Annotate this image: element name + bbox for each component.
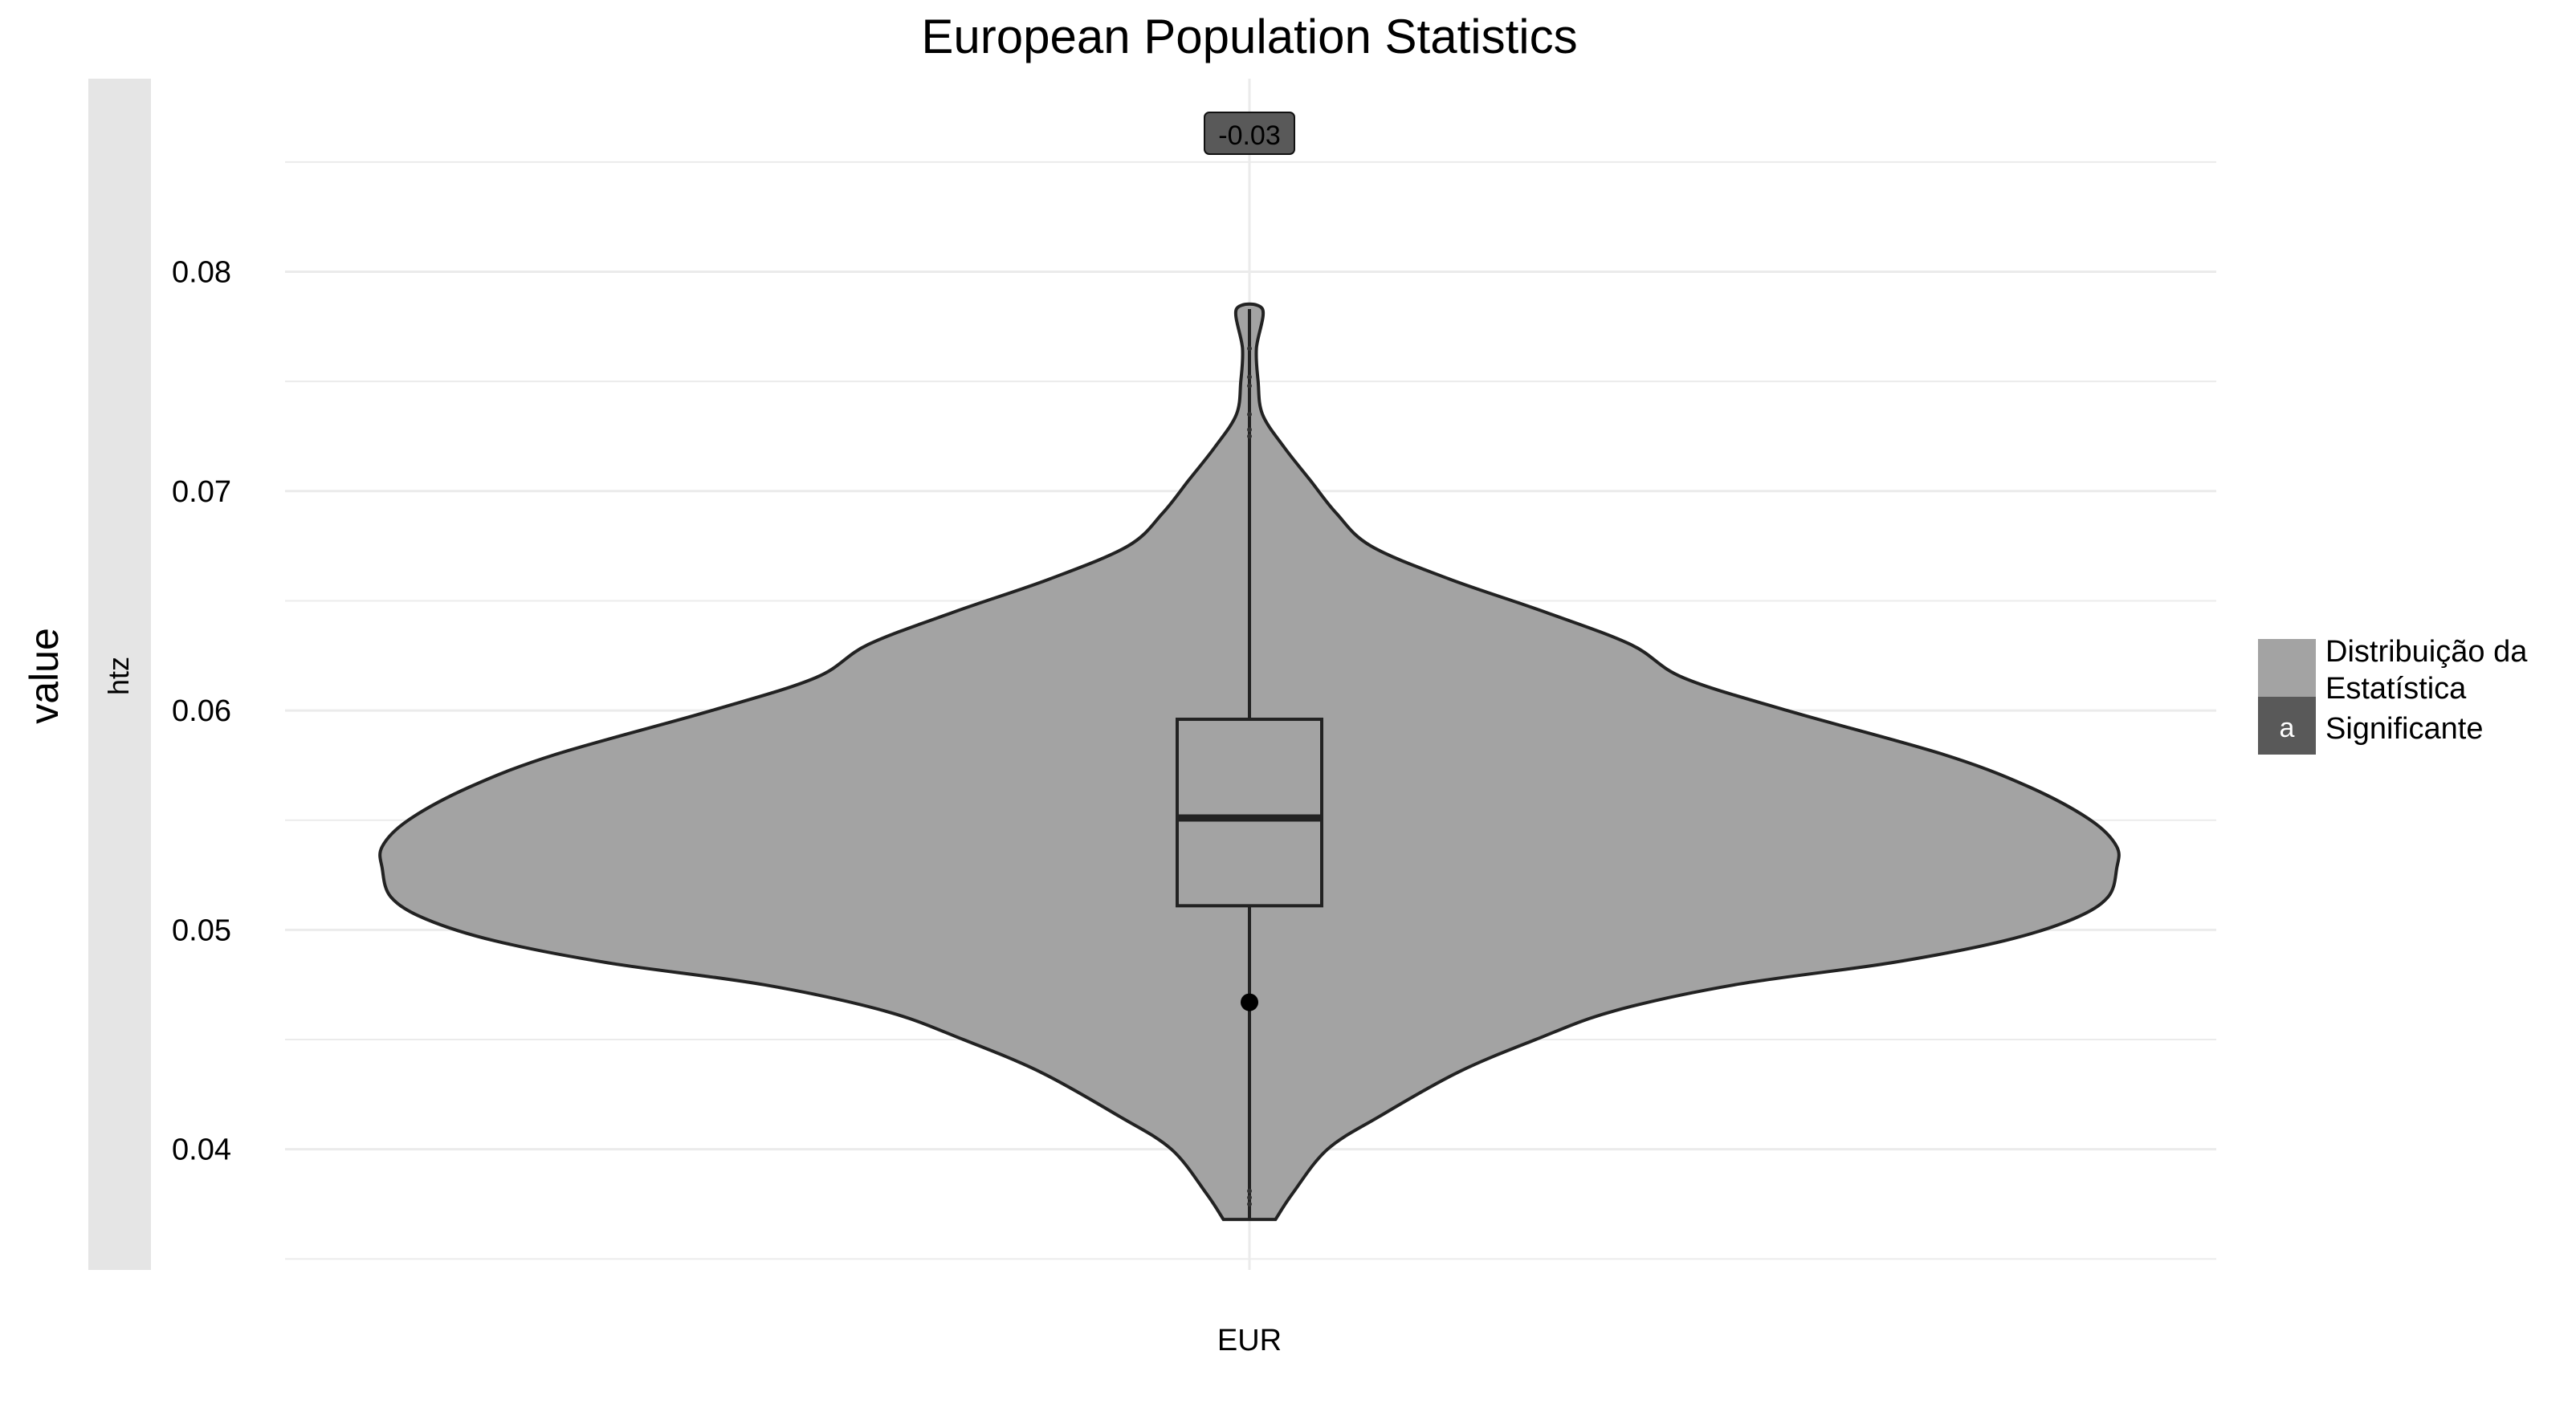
x-tick-label-eur: EUR [1217, 1324, 1282, 1357]
annotation-label: -0.03 [1204, 112, 1295, 155]
tail-dot [1247, 1202, 1252, 1207]
boxplot-layer [1176, 308, 1323, 1220]
legend-label-distribution-line2: Estatística [2325, 672, 2467, 706]
tail-dot [1247, 427, 1252, 433]
legend-key-letter: a [2280, 713, 2295, 743]
y-axis-ticks: 0.04 0.05 0.06 0.07 0.08 [172, 256, 231, 1167]
y-tick-label: 0.06 [172, 694, 231, 728]
y-tick-label: 0.05 [172, 914, 231, 947]
facet-strip-label: htz [102, 657, 135, 695]
y-tick-label: 0.08 [172, 256, 231, 290]
y-tick-label: 0.04 [172, 1133, 231, 1167]
chart-title: European Population Statistics [921, 10, 1577, 63]
tail-dot [1247, 1188, 1252, 1194]
highlight-point [1241, 993, 1258, 1011]
y-axis-label: value [22, 628, 67, 724]
legend: a Distribuição da Estatística Significan… [2258, 635, 2536, 755]
annotation-text: -0.03 [1218, 120, 1281, 151]
tail-dot [1247, 374, 1252, 380]
legend-key-distribution [2258, 639, 2316, 697]
y-tick-label: 0.07 [172, 475, 231, 509]
legend-label-distribution-line1: Distribuição da [2325, 635, 2528, 669]
legend-key-significante [2258, 697, 2316, 755]
iqr-box [1176, 718, 1323, 908]
facet-strip [88, 79, 151, 1270]
tail-dot [1247, 412, 1252, 417]
legend-label-distribution: Distribuição da Estatística [2325, 635, 2536, 706]
tail-dot [1247, 433, 1252, 439]
legend-label-significante: Significante [2325, 712, 2483, 746]
tail-dot [1247, 383, 1252, 389]
tail-dot [1247, 346, 1252, 352]
annotation-box [1204, 112, 1295, 155]
tail-dot [1247, 1194, 1252, 1200]
